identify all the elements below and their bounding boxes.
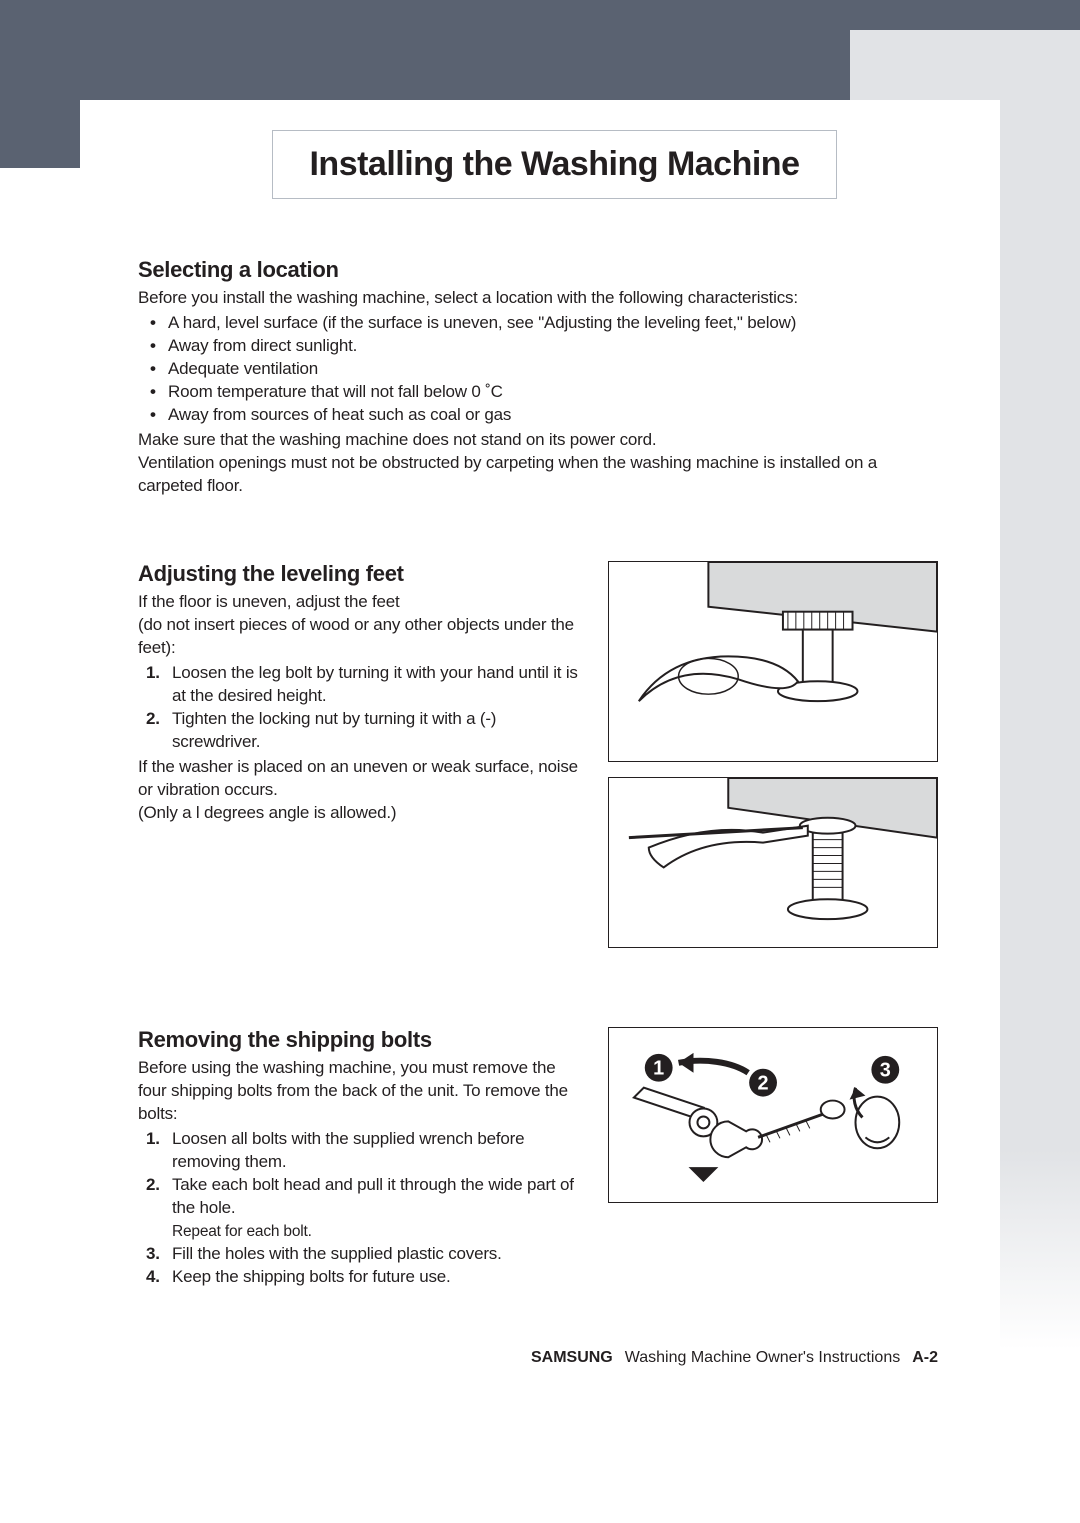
section3-intro: Before using the washing machine, you mu…: [138, 1057, 588, 1126]
page-title-box: Installing the Washing Machine: [272, 130, 837, 199]
list-item: Loosen all bolts with the supplied wrenc…: [168, 1128, 588, 1174]
section1-outro2: Ventilation openings must not be obstruc…: [138, 452, 938, 498]
figure-shipping-bolts: 1 2: [608, 1027, 938, 1203]
step-subtext: Repeat for each bolt.: [172, 1223, 312, 1240]
footer-page-number: A-2: [912, 1349, 938, 1367]
callout-label-3: 3: [880, 1060, 891, 1082]
section2-intro1: If the floor is uneven, adjust the feet: [138, 591, 588, 614]
list-item: Room temperature that will not fall belo…: [168, 381, 938, 404]
footer-doc-title: Washing Machine Owner's Instructions: [625, 1349, 900, 1367]
section2-outro1: If the washer is placed on an uneven or …: [138, 756, 588, 802]
page-title: Installing the Washing Machine: [273, 145, 836, 184]
list-item: Tighten the locking nut by turning it wi…: [168, 708, 588, 754]
list-item: Loosen the leg bolt by turning it with y…: [168, 662, 588, 708]
figure-leveling-foot-tighten: [608, 777, 938, 948]
step-text: Take each bolt head and pull it through …: [172, 1175, 574, 1217]
section-selecting-location: Selecting a location Before you install …: [138, 257, 938, 497]
section1-bullet-list: A hard, level surface (if the surface is…: [138, 312, 938, 427]
section-heading: Selecting a location: [138, 257, 938, 283]
section1-outro1: Make sure that the washing machine does …: [138, 429, 938, 452]
list-item: Away from direct sunlight.: [168, 335, 938, 358]
list-item: Take each bolt head and pull it through …: [168, 1174, 588, 1243]
list-item: Adequate ventilation: [168, 358, 938, 381]
section2-intro2: (do not insert pieces of wood or any oth…: [138, 614, 588, 660]
list-item: Keep the shipping bolts for future use.: [168, 1266, 588, 1289]
list-item: Away from sources of heat such as coal o…: [168, 404, 938, 427]
section2-outro2: (Only a l degrees angle is allowed.): [138, 802, 588, 825]
list-item: Fill the holes with the supplied plastic…: [168, 1243, 588, 1266]
page-footer: SAMSUNG Washing Machine Owner's Instruct…: [80, 1349, 1000, 1367]
section-adjusting-feet: Adjusting the leveling feet If the floor…: [138, 561, 938, 963]
section-shipping-bolts: Removing the shipping bolts Before using…: [138, 1027, 938, 1290]
content-body: Selecting a location Before you install …: [80, 199, 1000, 1291]
footer-brand: SAMSUNG: [531, 1349, 613, 1367]
section-heading: Adjusting the leveling feet: [138, 561, 588, 587]
section-heading: Removing the shipping bolts: [138, 1027, 588, 1053]
figure-leveling-foot-loosen: [608, 561, 938, 762]
callout-label-2: 2: [758, 1073, 769, 1095]
list-item: A hard, level surface (if the surface is…: [168, 312, 938, 335]
callout-label-1: 1: [653, 1058, 664, 1080]
section2-step-list: Loosen the leg bolt by turning it with y…: [138, 662, 588, 754]
page-content-area: Installing the Washing Machine Selecting…: [80, 100, 1000, 1355]
section1-intro: Before you install the washing machine, …: [138, 287, 938, 310]
section3-step-list: Loosen all bolts with the supplied wrenc…: [138, 1128, 588, 1289]
